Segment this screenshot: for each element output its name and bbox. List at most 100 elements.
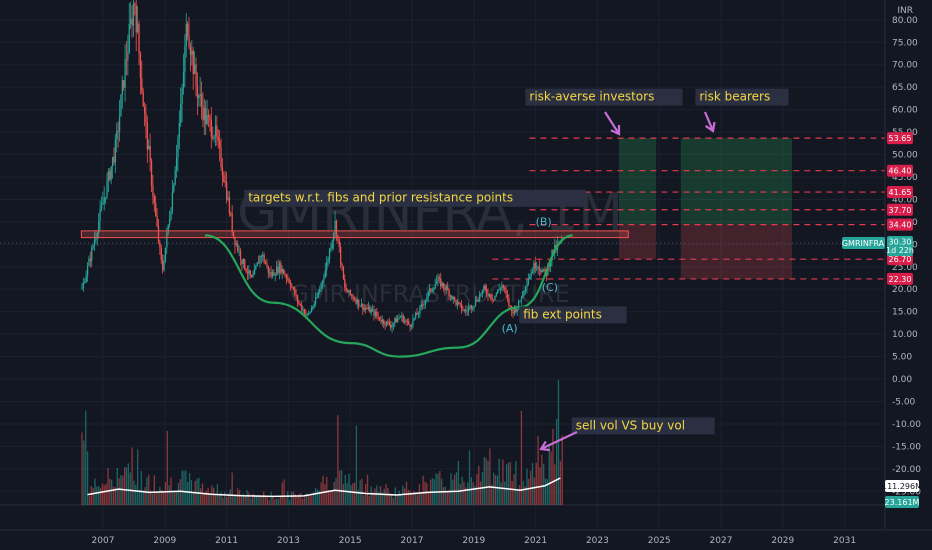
currency-label: INR — [897, 6, 913, 16]
candle-body — [288, 279, 290, 283]
candle-body — [148, 145, 150, 150]
candle-body — [185, 23, 187, 47]
candle-body — [351, 294, 353, 297]
volume-bar — [111, 479, 113, 505]
volume-bar — [287, 491, 289, 505]
symbol-tag: GMRINFRA — [842, 239, 885, 248]
volume-bar — [274, 499, 276, 505]
candle-body — [285, 275, 288, 279]
candle-body — [447, 286, 449, 290]
volume-bar — [483, 457, 485, 505]
candle-body — [533, 263, 535, 273]
profit-zone-1 — [680, 138, 793, 225]
candle-body — [264, 262, 267, 264]
candle-body — [383, 319, 385, 325]
candle-body — [366, 308, 368, 310]
volume-bar — [552, 429, 554, 505]
y-tick-17: -5.00 — [892, 397, 916, 407]
candle-body — [235, 243, 238, 246]
price-axis[interactable]: 80.0075.0070.0065.0060.0055.0050.0045.00… — [884, 0, 921, 530]
volume-bar — [233, 496, 235, 505]
candle-body — [107, 171, 110, 181]
candle-body — [473, 305, 475, 308]
candle-body — [248, 270, 250, 274]
volume-bar — [428, 492, 430, 505]
candle-body — [483, 285, 485, 290]
candle-body — [263, 255, 265, 263]
volume-bar — [231, 472, 233, 505]
volume-bar — [237, 488, 239, 505]
candle-body — [175, 157, 178, 171]
candle-body — [403, 320, 406, 323]
candle-body — [164, 247, 167, 262]
level-tag-5-bg — [887, 253, 913, 266]
candle-body — [502, 285, 504, 288]
candle-body — [376, 312, 378, 316]
candle-body — [465, 309, 467, 312]
volume-bar — [478, 465, 480, 505]
candle-body — [408, 321, 410, 325]
candle-body — [397, 318, 399, 323]
candle-body — [456, 302, 459, 306]
x-tick-11: 2029 — [771, 536, 794, 546]
volume-bar — [107, 468, 109, 505]
volume-bar — [502, 459, 504, 505]
candle-body — [543, 268, 545, 271]
volume-bar — [313, 492, 315, 505]
annotation-box-4 — [571, 417, 715, 435]
candle-body — [454, 297, 456, 300]
volume-bar — [505, 464, 508, 505]
volume-bar — [162, 491, 165, 505]
volume-bar — [468, 450, 471, 505]
volume-bar — [125, 467, 128, 505]
volume-bar — [112, 486, 115, 505]
candle-body — [100, 204, 103, 210]
candle-body — [319, 288, 321, 293]
volume-bar — [411, 493, 413, 505]
volume-bar — [105, 483, 107, 505]
candle-body — [340, 246, 342, 264]
candle-body — [321, 280, 324, 284]
x-tick-2: 2011 — [215, 536, 238, 546]
candle-body — [242, 259, 244, 265]
candle-body — [282, 269, 285, 275]
volume-bar — [161, 489, 163, 505]
volume-bar — [372, 492, 374, 505]
candle-body — [412, 318, 414, 326]
volume-bar — [309, 496, 311, 505]
level-tag-3-bg — [887, 203, 913, 216]
price-tags: 53.65 46.40 41.65 37.70 34.40 26.70 22.30 GMRIN… — [842, 132, 922, 508]
candle-body — [294, 288, 296, 295]
candle-body — [356, 299, 358, 304]
volume-bar — [363, 495, 365, 505]
volume-bar — [224, 491, 226, 505]
volume-bar — [251, 493, 254, 505]
candle-body — [541, 270, 543, 273]
time-axis[interactable]: 2007 2009 2011 2013 2015 2017 2019 2021 2023 2025… — [0, 529, 932, 546]
candle-body — [378, 317, 381, 321]
candle-body — [209, 116, 211, 120]
volume-bar — [535, 462, 537, 505]
volume-bar — [177, 483, 180, 505]
candle-body — [373, 309, 375, 316]
candle-body — [309, 311, 311, 314]
candle-body — [537, 267, 539, 269]
y-tick-12: 20.00 — [892, 285, 918, 295]
volume-ma-tag-bg — [885, 480, 919, 492]
x-tick-4: 2015 — [339, 536, 362, 546]
volume-bar — [467, 482, 469, 505]
candle-body — [312, 306, 314, 309]
wave-label-0: (A) — [502, 322, 518, 335]
volume-bar — [303, 497, 306, 505]
annotation-text-0: risk-averse investors — [529, 90, 654, 104]
wave-label-2: (C) — [542, 281, 558, 294]
candle-body — [159, 241, 161, 248]
candle-body — [162, 260, 164, 271]
loss-zone-1 — [680, 224, 793, 279]
candle-body — [213, 136, 215, 139]
candle-body — [328, 249, 331, 260]
candle-body — [410, 325, 413, 328]
volume-bar — [127, 463, 130, 505]
candle-body — [110, 166, 112, 180]
